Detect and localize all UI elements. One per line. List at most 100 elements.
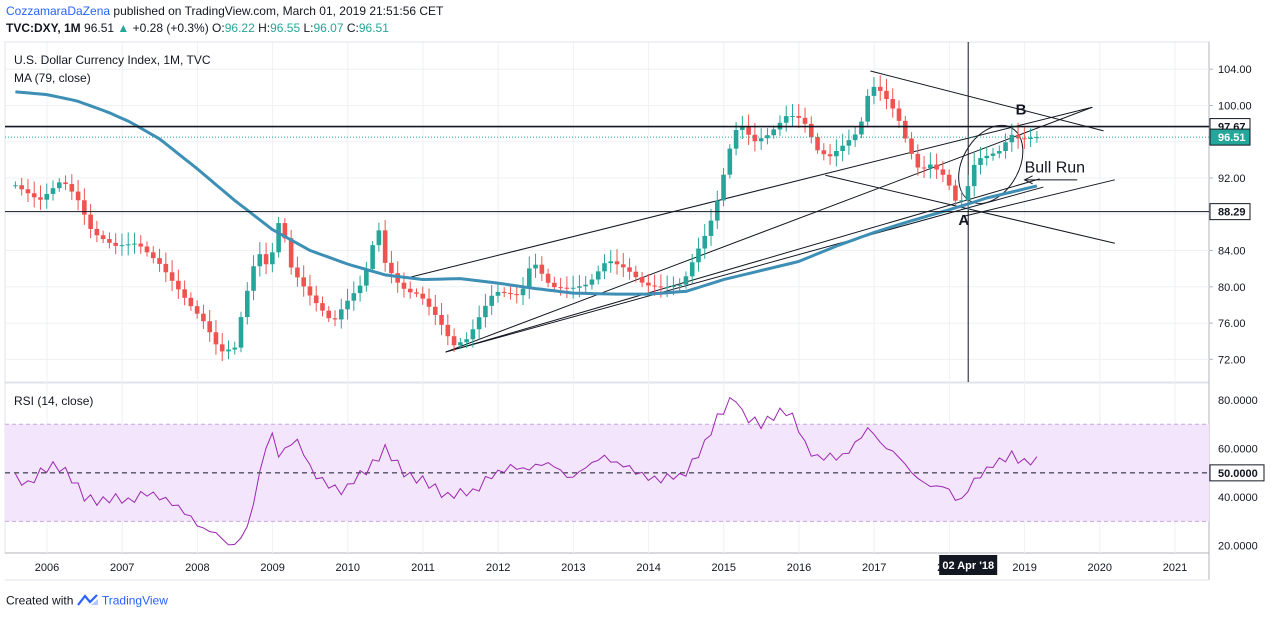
price-tick-label: 72.00: [1218, 354, 1246, 366]
candle-body: [483, 305, 488, 318]
candle-body: [940, 169, 946, 175]
point-b-label: B: [1016, 102, 1027, 119]
uptrend-support-line-2: [445, 186, 1044, 353]
candle-body: [552, 282, 557, 288]
candle-body: [1015, 134, 1021, 139]
ma-legend: MA (79, close): [14, 71, 91, 85]
candle-body: [132, 243, 137, 245]
candle-body: [82, 200, 87, 215]
candle-body: [620, 264, 626, 268]
candle-body: [708, 220, 714, 236]
candle-body: [884, 90, 889, 100]
candle-body: [157, 258, 162, 264]
candle-body: [25, 189, 31, 194]
candle-body: [802, 117, 808, 124]
candle-body: [852, 134, 858, 141]
candle-body: [138, 243, 144, 247]
year-tick-label: 2013: [561, 562, 585, 574]
candle-body: [476, 317, 482, 330]
candle-body: [639, 277, 645, 283]
candle-body: [733, 129, 739, 149]
candle-body: [194, 306, 200, 314]
candle-body: [740, 126, 745, 130]
candle-body: [345, 300, 350, 310]
candle-body: [971, 164, 977, 187]
tradingview-logo-icon[interactable]: [76, 593, 99, 610]
publish-info: published on TradingView.com, March 01, …: [113, 4, 444, 18]
candle-body: [263, 254, 269, 265]
candle-body: [758, 138, 764, 142]
candle-body: [244, 290, 250, 318]
crosshair-date-box: [939, 555, 998, 575]
downtrend-upper-line: [870, 70, 1104, 132]
candle-body: [871, 86, 877, 96]
candle-body: [928, 164, 933, 169]
year-tick-label: 2015: [712, 562, 736, 574]
candle-body: [577, 286, 582, 288]
candle-body: [953, 185, 958, 201]
candle-body: [752, 134, 758, 142]
candle-body: [978, 158, 983, 165]
candle-body: [125, 244, 131, 246]
candle-body: [301, 277, 306, 287]
candle-body: [150, 252, 156, 259]
candle-body: [1009, 134, 1015, 143]
candle-body: [207, 321, 212, 333]
price-change: +0.28 (+0.3%): [132, 21, 209, 35]
candle-body: [1022, 138, 1027, 140]
year-tick-label: 2007: [110, 562, 134, 574]
chart-canvas[interactable]: 2006 2007 2008 2009 2010 2011 2012 2013 2014 2015…: [0, 0, 1274, 590]
candle-body: [445, 324, 451, 337]
rsi-line: [14, 396, 1038, 546]
candle-body: [56, 182, 62, 189]
symbol-quote-row: TVC:DXY, 1M 96.51 ▲ +0.28 (+0.3%) O:96.2…: [6, 21, 389, 35]
candle-body: [19, 185, 24, 190]
lower-wedge-line: [964, 179, 1115, 217]
candle-body: [915, 153, 921, 168]
candle-body: [376, 230, 382, 246]
tradingview-link[interactable]: TradingView: [101, 593, 168, 608]
low-value: 96.07: [313, 21, 344, 35]
candle-body: [1034, 137, 1040, 139]
candle-body: [514, 294, 520, 296]
point-a-label: A: [958, 212, 969, 229]
axes: 2006 2007 2008 2009 2010 2011 2012 2013 2014 2015…: [35, 64, 1265, 574]
candle-body: [934, 164, 939, 170]
year-tick-label: 2014: [636, 562, 660, 574]
open-value: 96.22: [224, 21, 255, 35]
author-link[interactable]: CozzamaraDaZena: [6, 4, 111, 18]
up-arrow-icon: ▲: [117, 21, 130, 35]
candle-body: [727, 148, 733, 175]
price-tick-label: 100.00: [1218, 100, 1252, 112]
crosshair-date-label: 02 Apr '18: [942, 560, 994, 572]
price-tick-label: 76.00: [1218, 318, 1246, 330]
candle-body: [338, 309, 344, 320]
candle-body: [815, 137, 820, 151]
candle-body: [458, 342, 463, 346]
candle-body: [921, 167, 927, 169]
year-tick-label: 2010: [336, 562, 360, 574]
candle-body: [44, 193, 50, 200]
rsi-mid-box: [1209, 464, 1265, 482]
candle-body: [664, 287, 670, 289]
rsi-mid-label: 50.0000: [1218, 468, 1258, 480]
candle-body: [996, 151, 1002, 154]
candle-body: [990, 153, 996, 156]
rsi-tick-label: 40.0000: [1218, 492, 1258, 504]
candle-body: [520, 288, 526, 296]
candle-body: [783, 116, 789, 123]
rsi-tick-label: 20.0000: [1218, 541, 1258, 553]
candle-body: [652, 285, 657, 287]
candle-body: [902, 120, 908, 139]
candle-body: [163, 263, 169, 273]
candle-body: [270, 252, 275, 265]
year-tick-label: 2016: [787, 562, 811, 574]
candle-body: [320, 303, 325, 311]
candle-body: [420, 293, 426, 299]
candle-body: [840, 145, 845, 152]
candle-body: [219, 344, 225, 352]
candle-body: [834, 151, 839, 157]
ma-line: [15, 90, 1038, 296]
candle-body: [1028, 137, 1033, 140]
candle-body: [890, 99, 896, 109]
